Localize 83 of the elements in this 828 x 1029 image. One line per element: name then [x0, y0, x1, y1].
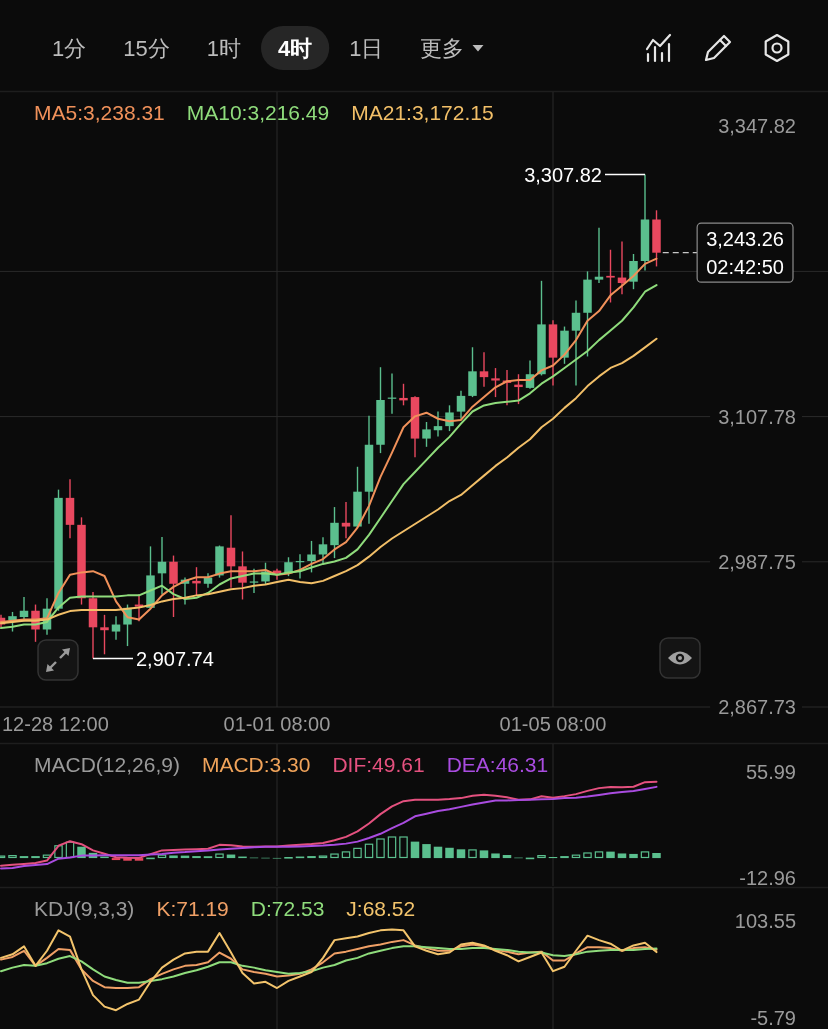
- price-line: 3,243.26 02:42:50: [662, 222, 794, 283]
- candlestick: [249, 568, 259, 594]
- candlestick: [19, 596, 29, 622]
- bar: [318, 855, 328, 859]
- candlestick: [330, 506, 339, 559]
- note: 12-28 12:00: [2, 713, 109, 735]
- candlestick: [606, 249, 615, 304]
- bar: [456, 849, 466, 859]
- candlestick: [318, 536, 328, 564]
- bar: [617, 853, 627, 859]
- note: 2,907.74: [136, 647, 214, 670]
- timeframe: 1分: [52, 36, 87, 61]
- x-tick: 01-05 08:00: [499, 713, 607, 735]
- bar: [583, 852, 592, 859]
- candlestick: [422, 421, 431, 448]
- bar: [157, 854, 167, 859]
- candlestick: [226, 514, 236, 589]
- candlestick: [491, 367, 500, 398]
- y-tick: 3,107.78: [718, 405, 796, 428]
- candlestick: [100, 614, 109, 655]
- bar: [215, 853, 224, 859]
- bar: [571, 854, 581, 859]
- bar: [169, 855, 178, 859]
- timeframe: 1日: [349, 36, 384, 61]
- bar: [560, 856, 569, 859]
- text: MACD:3.30: [201, 753, 311, 776]
- candlestick: [433, 410, 443, 438]
- bar: [307, 856, 316, 859]
- bar: [8, 855, 17, 859]
- y-tick: 2,987.75: [718, 550, 796, 573]
- candlestick: [571, 299, 581, 387]
- y-tick: -12.96: [739, 867, 796, 889]
- y-tick: 3,347.82: [718, 115, 796, 138]
- candlestick: [307, 540, 316, 574]
- legend: MA5:3,238.31 MA10:3,216.49 MA21:3,172.15: [34, 101, 494, 124]
- bar: [192, 856, 201, 859]
- y-tick: 103.55: [734, 910, 796, 932]
- candlestick: [479, 351, 489, 388]
- x-tick: 01-01 08:00: [223, 713, 331, 735]
- bar: [606, 851, 615, 859]
- timeframe: 4时: [278, 36, 313, 61]
- bar: [502, 855, 512, 859]
- timeframe: 更多: [420, 36, 465, 61]
- bar: [422, 844, 431, 859]
- text: DEA:46.31: [446, 753, 549, 776]
- bar: [54, 845, 63, 859]
- bar: [491, 853, 500, 859]
- bar: [479, 850, 489, 859]
- bar: [594, 851, 604, 859]
- candlestick: [456, 390, 466, 420]
- candlestick: [111, 615, 121, 641]
- bar: [433, 846, 443, 859]
- ref-line-label: 3,243.26 02:42:50: [706, 227, 784, 278]
- candlestick: [594, 227, 604, 284]
- bar: [652, 853, 661, 859]
- note: 3,307.82: [524, 163, 602, 186]
- bar: [364, 843, 374, 859]
- legend: KDJ(9,3,3) K:71.19 D:72.53 J:68.52: [34, 897, 416, 920]
- bar: [629, 853, 638, 859]
- text: DIF:49.61: [332, 753, 425, 776]
- bar: [445, 847, 454, 859]
- bar: [410, 841, 420, 859]
- bar: [65, 841, 75, 859]
- bar: [353, 847, 362, 859]
- bar: [640, 851, 650, 859]
- bar: [387, 836, 397, 859]
- bar: [376, 838, 385, 859]
- bar: [31, 856, 40, 859]
- timeframe: 15分: [123, 36, 170, 61]
- bar: [19, 856, 29, 859]
- candlestick: [169, 554, 178, 618]
- bar: [330, 853, 339, 859]
- bar: [42, 854, 52, 859]
- candlestick: [341, 501, 351, 539]
- y-tick: -5.79: [750, 1007, 796, 1029]
- bar: [537, 855, 546, 859]
- timeframe: 1时: [206, 36, 241, 61]
- bar: [399, 836, 408, 859]
- bar: [341, 851, 351, 859]
- y-tick: 55.99: [745, 761, 796, 783]
- text: MACD(12,26,9): [34, 753, 180, 776]
- y-tick: 2,867.73: [718, 696, 796, 718]
- bar: [468, 849, 477, 859]
